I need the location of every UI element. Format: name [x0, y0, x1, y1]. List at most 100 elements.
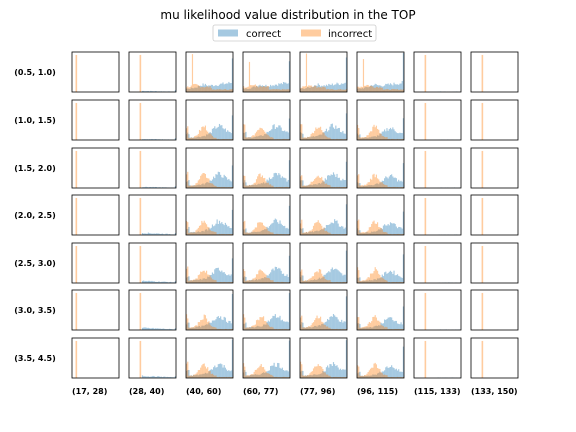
histogram-bar-incorrect — [307, 86, 309, 92]
histogram-bar-correct — [198, 374, 201, 378]
histogram-bar-correct — [208, 227, 210, 235]
histogram-bar-incorrect — [220, 187, 222, 188]
histogram-bar-correct — [399, 132, 401, 140]
histogram-bar-correct — [243, 323, 245, 330]
histogram-bar-correct — [358, 372, 360, 378]
histogram-bar-incorrect — [254, 182, 256, 188]
histogram-bar-correct — [316, 184, 318, 188]
histogram-bar-correct — [392, 273, 394, 283]
histogram-bar-correct — [329, 316, 331, 330]
histogram-bar-incorrect — [228, 234, 230, 235]
histogram-bar-incorrect — [186, 363, 188, 378]
histogram-bar-incorrect — [258, 320, 260, 330]
panel-frame — [356, 99, 405, 141]
histogram-bar-correct — [343, 133, 345, 140]
histogram-bar-correct — [152, 327, 154, 330]
histogram-bar-correct — [282, 321, 285, 330]
histogram-bar-incorrect — [229, 329, 231, 330]
histogram-bar-incorrect — [424, 340, 427, 378]
histogram-bar-correct — [327, 85, 329, 92]
histogram-bar-incorrect — [139, 245, 142, 283]
histogram-bar-correct — [197, 85, 199, 92]
histogram-bar-incorrect — [300, 87, 302, 92]
histogram-bar-incorrect — [273, 234, 275, 235]
histogram-bar-correct — [364, 280, 366, 283]
histogram-bar-correct — [314, 325, 316, 330]
histogram-bar-correct — [189, 280, 191, 283]
histogram-bar-correct — [251, 231, 253, 235]
histogram-bar-correct — [146, 376, 148, 378]
histogram-bar-correct — [307, 87, 309, 92]
histogram-bar-incorrect — [214, 280, 216, 283]
histogram-bar-incorrect — [194, 136, 196, 140]
histogram-bar-correct — [268, 177, 271, 188]
histogram-bar-incorrect — [284, 376, 286, 378]
histogram-bar-incorrect — [322, 132, 324, 140]
histogram-bar-correct — [193, 231, 195, 235]
histogram-bar-incorrect — [204, 87, 206, 92]
histogram-bar-correct — [250, 375, 252, 378]
histogram-bar-correct — [250, 327, 252, 330]
panel-frame — [413, 147, 462, 189]
histogram-bar-incorrect — [378, 129, 380, 140]
histogram-bar-correct — [401, 277, 403, 283]
histogram-bar-incorrect — [388, 328, 390, 330]
histogram-bar-correct — [387, 273, 389, 283]
histogram-bar-incorrect — [287, 234, 289, 235]
histogram-bar-correct — [229, 180, 231, 188]
histogram-bar-correct — [395, 226, 397, 235]
histogram-bar-correct — [224, 128, 226, 140]
histogram-bar-incorrect — [288, 234, 290, 235]
histogram-bar-incorrect — [362, 375, 365, 378]
histogram-bar-correct — [274, 266, 276, 283]
histogram-bar-incorrect — [481, 102, 484, 140]
histogram-bar-incorrect — [317, 220, 319, 235]
histogram-bar-incorrect — [202, 363, 204, 378]
histogram-bar-incorrect — [247, 375, 249, 378]
histogram-bar-correct — [321, 277, 323, 283]
histogram-bar-incorrect — [221, 186, 223, 188]
histogram-bar-incorrect — [253, 325, 255, 330]
histogram-bar-incorrect — [387, 376, 389, 378]
histogram-bar-incorrect — [255, 131, 258, 140]
histogram-bar-correct — [211, 272, 214, 283]
histogram-bar-incorrect — [193, 279, 195, 283]
histogram-bar-incorrect — [386, 232, 388, 235]
histogram-bar-correct — [216, 127, 218, 140]
histogram-bar-correct — [382, 86, 385, 92]
histogram-bar-correct — [379, 133, 381, 140]
histogram-bar-correct — [211, 128, 214, 140]
histogram-bar-correct — [174, 138, 176, 140]
histogram-bar-incorrect — [399, 89, 401, 92]
histogram-bar-incorrect — [382, 374, 385, 378]
histogram-bar-incorrect — [339, 88, 342, 92]
histogram-bar-correct — [148, 187, 151, 188]
histogram-bar-incorrect — [262, 178, 265, 188]
histogram-bar-correct — [334, 364, 336, 378]
histogram-bar-incorrect — [272, 89, 274, 92]
column-label: (133, 150) — [471, 387, 518, 396]
histogram-bar-incorrect — [319, 366, 322, 378]
histogram-bar-incorrect — [373, 271, 375, 283]
panel-frame — [356, 194, 405, 236]
histogram-bar-incorrect — [198, 274, 201, 283]
histogram-bar-incorrect — [191, 280, 194, 283]
histogram-bar-incorrect — [271, 232, 273, 235]
histogram-bar-incorrect — [229, 89, 231, 92]
histogram-bar-incorrect — [308, 185, 310, 188]
histogram-bar-correct — [264, 372, 266, 378]
histogram-bar-correct — [400, 322, 402, 330]
panel-frame — [413, 337, 462, 379]
histogram-bar-incorrect — [369, 273, 372, 283]
histogram-bar-correct — [190, 280, 192, 283]
histogram-bar-incorrect — [268, 326, 271, 330]
histogram-bar-incorrect — [302, 280, 304, 283]
histogram-bar-incorrect — [214, 185, 216, 188]
histogram-bar-correct — [215, 128, 217, 140]
histogram-bar-correct — [203, 85, 205, 92]
histogram-bar-correct — [332, 172, 335, 188]
histogram-bar-correct — [208, 85, 210, 92]
histogram-bar-correct — [374, 83, 376, 92]
histogram-bar-correct — [388, 84, 390, 92]
histogram-bar-correct — [160, 233, 162, 235]
